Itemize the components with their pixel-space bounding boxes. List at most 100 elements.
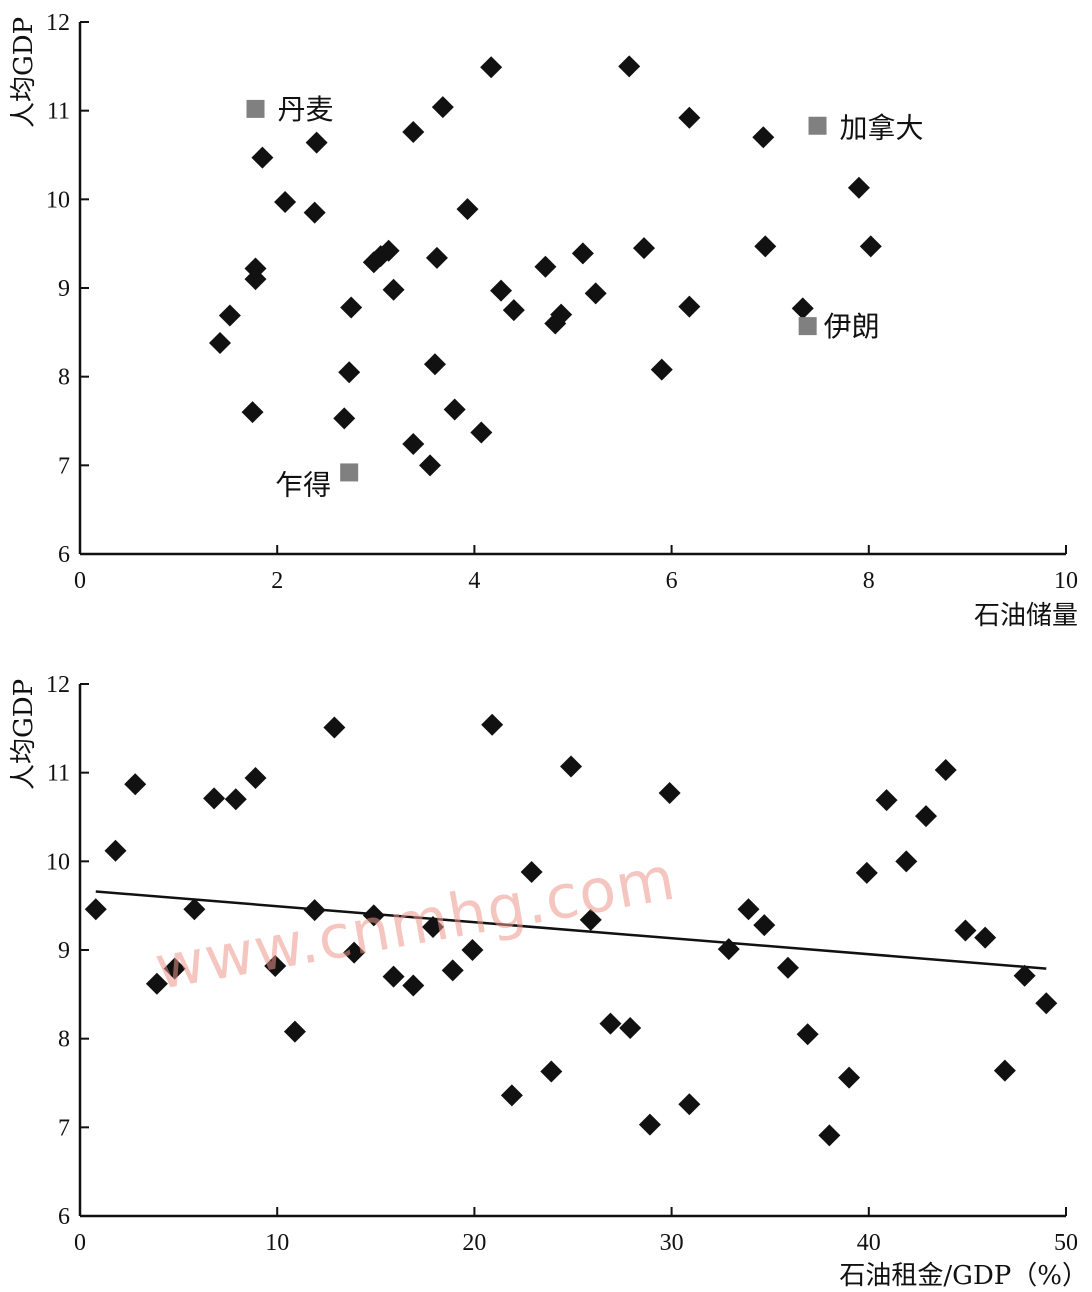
x-tick-label: 0 [74, 568, 86, 594]
data-point-diamond [490, 279, 513, 302]
data-point-diamond [443, 398, 466, 421]
data-point-diamond [274, 190, 297, 213]
data-point-diamond [470, 421, 493, 444]
data-point-diamond [423, 353, 446, 376]
data-point-diamond [934, 759, 957, 782]
data-point-square [798, 317, 817, 336]
data-point-diamond [481, 713, 504, 736]
data-point-diamond [754, 235, 777, 258]
ticks: 0 2 4 6 8 10 6 7 8 9 10 11 12 [46, 10, 1078, 594]
data-point-diamond [993, 1059, 1016, 1082]
data-point-diamond [618, 55, 641, 78]
annotation-label: 丹麦 [278, 93, 334, 126]
data-point-square [246, 99, 265, 118]
data-point-diamond [855, 861, 878, 884]
data-point-diamond [419, 454, 442, 477]
data-point-diamond [619, 1017, 642, 1040]
y-tick-label: 8 [58, 365, 70, 391]
data-point-diamond [974, 926, 997, 949]
data-marks [209, 55, 882, 482]
y-tick-label: 9 [58, 938, 70, 964]
y-tick-label: 12 [46, 10, 70, 36]
data-point-diamond [421, 915, 444, 938]
data-point-diamond [283, 1020, 306, 1043]
data-point-diamond [520, 860, 543, 883]
data-point-diamond [362, 251, 385, 274]
y-tick-label: 6 [58, 542, 70, 568]
data-point-diamond [560, 755, 583, 778]
y-tick-label: 10 [46, 187, 70, 213]
data-point-diamond [303, 899, 326, 922]
annotation-label: 伊朗 [824, 310, 880, 343]
annotation-label: 乍得 [275, 468, 331, 501]
y-tick-label: 10 [46, 849, 70, 875]
trendline [95, 890, 1047, 970]
data-point-diamond [1035, 992, 1058, 1015]
data-point-diamond [717, 938, 740, 961]
data-point-diamond [244, 257, 267, 280]
data-point-diamond [796, 1023, 819, 1046]
data-point-diamond [402, 974, 425, 997]
x-tick-label: 40 [857, 1230, 881, 1256]
x-axis-title: 石油租金/GDP（%） [839, 1261, 1088, 1291]
data-point-diamond [124, 773, 147, 796]
data-point-diamond [203, 787, 226, 810]
data-point-diamond [480, 56, 503, 79]
x-tick-label: 4 [468, 568, 480, 594]
data-point-diamond [145, 972, 168, 995]
data-point-diamond [362, 904, 385, 927]
data-point-diamond [382, 965, 405, 988]
data-point-diamond [571, 242, 594, 265]
data-point-diamond [218, 304, 241, 327]
x-tick-label: 10 [1054, 568, 1078, 594]
data-point-diamond [584, 282, 607, 305]
data-point-diamond [500, 1084, 523, 1107]
data-point-diamond [859, 235, 882, 258]
data-point-diamond [579, 908, 602, 931]
data-point-diamond [791, 297, 814, 320]
data-point-diamond [550, 303, 573, 326]
data-point-diamond [305, 131, 328, 154]
x-axis-title: 石油储量 [974, 601, 1078, 631]
data-point-diamond [402, 433, 425, 456]
y-axis-title: 人均GDP [9, 679, 39, 790]
data-point-diamond [402, 120, 425, 143]
data-point-diamond [241, 401, 264, 424]
x-tick-label: 30 [660, 1230, 684, 1256]
y-tick-label: 11 [47, 761, 70, 787]
data-point-diamond [678, 295, 701, 318]
data-point-diamond [431, 96, 454, 119]
data-point-diamond [338, 361, 361, 384]
x-tick-label: 20 [462, 1230, 486, 1256]
data-point-diamond [875, 789, 898, 812]
data-point-diamond [818, 1124, 841, 1147]
x-tick-label: 50 [1054, 1230, 1078, 1256]
data-point-diamond [737, 898, 760, 921]
data-point-diamond [456, 198, 479, 221]
trendline-line [95, 890, 1047, 970]
y-axis-title: 人均GDP [9, 17, 39, 128]
data-point-diamond [847, 176, 870, 199]
data-point-diamond [244, 766, 267, 789]
data-point-diamond [650, 358, 673, 381]
data-point-diamond [632, 237, 655, 260]
data-point-diamond [895, 850, 918, 873]
data-point-square [808, 116, 827, 135]
data-point-diamond [638, 1113, 661, 1136]
ticks: 0 10 20 30 40 50 6 7 8 9 10 11 12 [46, 672, 1078, 1256]
data-point-diamond [441, 959, 464, 982]
y-tick-label: 6 [58, 1204, 70, 1230]
data-point-diamond [343, 941, 366, 964]
data-point-diamond [678, 106, 701, 129]
data-point-diamond [502, 299, 525, 322]
y-axis-title-text: 人均GDP [9, 17, 39, 128]
data-point-diamond [1013, 964, 1036, 987]
x-tick-label: 2 [271, 568, 283, 594]
y-tick-label: 12 [46, 672, 70, 698]
chart-oil-rent: 0 10 20 30 40 50 6 7 8 9 10 11 12 人均GDP 石油租金/GDP（%） [9, 672, 1088, 1291]
data-point-diamond [264, 954, 287, 977]
x-tick-label: 0 [74, 1230, 86, 1256]
data-point-diamond [183, 898, 206, 921]
data-point-diamond [540, 1060, 563, 1083]
